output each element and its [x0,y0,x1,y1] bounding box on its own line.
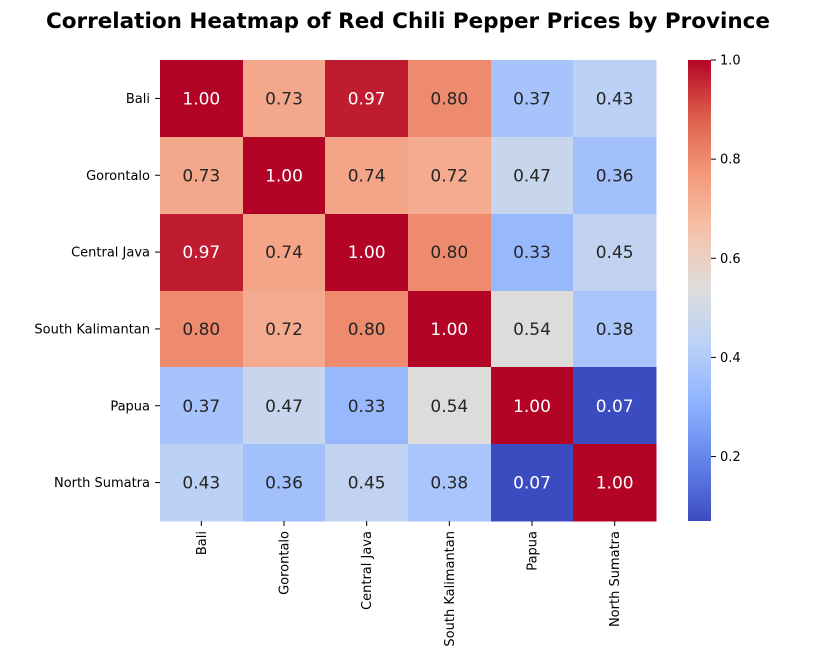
heatmap-cell [160,60,244,138]
cell-value-label: 0.43 [182,474,220,494]
heatmap-cell [160,444,244,522]
heatmap-cell [491,367,574,445]
heatmap-cell [325,60,409,138]
heatmap-cell [408,291,492,368]
heatmap-cell [325,214,409,292]
cell-value-label: 0.54 [430,397,468,417]
cell-value-label: 0.80 [430,243,468,263]
y-axis-tick-labels: Bali Gorontalo Central Java South Kalimanta… [34,92,160,491]
chart-title: Correlation Heatmap of Red Chili Pepper … [46,9,770,34]
cell-value-label: 1.00 [596,474,634,494]
heatmap-cell [325,137,409,215]
x-tick-label: Gorontalo [278,531,293,595]
heatmap-cell [408,60,492,138]
cell-value-label: 0.74 [265,243,303,263]
heatmap-cell [573,214,657,292]
heatmap-cell [325,291,409,368]
cell-value-label: 0.72 [430,166,468,186]
cell-value-label: 0.80 [182,320,220,340]
heatmap-cell [243,291,326,368]
heatmap-cell [408,214,492,292]
cell-value-label: 0.38 [596,320,634,340]
heatmap-cell [491,444,574,522]
cell-value-label: 0.07 [596,397,634,417]
heatmap-cell [408,367,492,445]
heatmap-cell [408,137,492,215]
x-tick-label: Papua [526,531,541,571]
heatmap-cells: 1.00 0.73 0.97 0.80 0.37 0.43 0.73 1.00 0.74 0.72… [160,60,657,522]
y-tick-label: Central Java [71,246,150,261]
y-tick-label: Gorontalo [86,169,150,184]
colorbar-tick-label: 0.4 [720,351,741,366]
heatmap-cell [491,137,574,215]
y-tick-label: South Kalimantan [34,322,150,337]
x-tick-label: Central Java [360,531,375,610]
heatmap-cell [491,291,574,368]
cell-value-label: 0.43 [596,89,634,109]
heatmap-cell [243,60,326,138]
cell-value-label: 0.74 [348,166,386,186]
cell-value-label: 0.38 [430,474,468,494]
cell-value-label: 1.00 [348,243,386,263]
x-tick-label: Bali [195,531,210,555]
cell-value-label: 0.07 [513,474,551,494]
cell-value-label: 0.73 [182,166,220,186]
heatmap-cell [573,60,657,138]
heatmap-cell [243,137,326,215]
colorbar-tick-label: 0.2 [720,450,741,465]
cell-value-label: 0.37 [513,89,551,109]
cell-value-label: 1.00 [182,89,220,109]
cell-value-label: 0.97 [182,243,220,263]
heatmap-cell [243,214,326,292]
heatmap-cell [491,60,574,138]
heatmap-cell [573,137,657,215]
cell-value-label: 0.54 [513,320,551,340]
heatmap-cell [160,214,244,292]
cell-value-label: 1.00 [430,320,468,340]
heatmap-cell [573,444,657,522]
heatmap-cell [160,137,244,215]
x-tick-label: South Kalimantan [443,531,458,647]
heatmap-cell [243,444,326,522]
heatmap-cell [573,291,657,368]
colorbar-tick-label: 1.0 [720,54,741,69]
cell-value-label: 0.72 [265,320,303,340]
y-tick-label: North Sumatra [54,476,150,491]
cell-value-label: 0.37 [182,397,220,417]
cell-value-label: 0.47 [265,397,303,417]
heatmap-cell [160,291,244,368]
colorbar: 0.2 0.4 0.6 0.8 1.0 [688,54,741,521]
colorbar-tick-label: 0.8 [720,153,741,168]
cell-value-label: 0.47 [513,166,551,186]
y-tick-label: Papua [110,399,150,414]
cell-value-label: 1.00 [265,166,303,186]
heatmap-cell [160,367,244,445]
cell-value-label: 0.36 [265,474,303,494]
cell-value-label: 0.80 [430,89,468,109]
heatmap-cell [325,367,409,445]
heatmap-cell [573,367,657,445]
cell-value-label: 0.33 [348,397,386,417]
heatmap-cell [325,444,409,522]
y-tick-label: Bali [126,92,150,107]
cell-value-label: 1.00 [513,397,551,417]
heatmap-cell [408,444,492,522]
cell-value-label: 0.36 [596,166,634,186]
colorbar-tick-label: 0.6 [720,252,741,267]
cell-value-label: 0.80 [348,320,386,340]
heatmap-cell [243,367,326,445]
cell-value-label: 0.73 [265,89,303,109]
cell-value-label: 0.45 [348,474,386,494]
cell-value-label: 0.97 [348,89,386,109]
cell-value-label: 0.45 [596,243,634,263]
heatmap-cell [491,214,574,292]
cell-value-label: 0.33 [513,243,551,263]
x-axis-tick-labels: Bali Gorontalo Central Java South Kalimanta… [195,521,623,647]
colorbar-gradient [688,60,711,521]
x-tick-label: North Sumatra [608,531,623,627]
